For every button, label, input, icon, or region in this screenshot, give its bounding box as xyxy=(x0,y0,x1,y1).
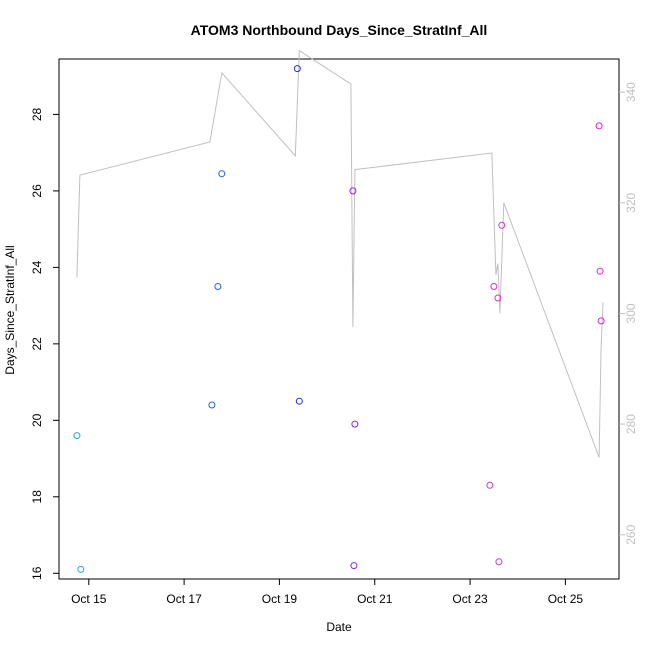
y2-tick-label: 340 xyxy=(624,82,638,102)
data-point xyxy=(495,558,503,566)
x-axis-label: Date xyxy=(326,620,352,634)
y2-tick-label: 300 xyxy=(624,303,638,323)
data-point xyxy=(350,562,358,570)
y-tick-label: 16 xyxy=(30,566,44,580)
data-point xyxy=(293,65,301,73)
data-point xyxy=(490,283,498,290)
y-tick-label: 26 xyxy=(30,184,44,198)
x-tick-label: Oct 21 xyxy=(357,592,393,606)
y-tick-label: 18 xyxy=(30,490,44,504)
data-point xyxy=(595,122,603,130)
y-axis-left: 16 18 20 22 24 26 28 xyxy=(30,107,59,580)
y2-tick-label: 280 xyxy=(624,414,638,434)
y-tick-label: 22 xyxy=(30,337,44,351)
data-point xyxy=(214,283,222,290)
series-line xyxy=(76,49,604,458)
data-point xyxy=(597,317,605,325)
x-tick-label: Oct 25 xyxy=(548,592,584,606)
data-point xyxy=(295,397,303,405)
x-tick-label: Oct 19 xyxy=(262,592,298,606)
x-tick-label: Oct 15 xyxy=(71,592,107,606)
y-tick-label: 20 xyxy=(30,413,44,427)
y-axis-right: 260 280 300 320 340 xyxy=(619,82,638,545)
data-point xyxy=(486,481,494,489)
data-point xyxy=(73,432,81,440)
data-point xyxy=(596,267,604,275)
data-point xyxy=(208,401,216,409)
points-layer xyxy=(73,65,605,573)
plot-frame xyxy=(58,58,620,580)
data-point xyxy=(498,221,506,229)
x-axis: Oct 15 Oct 17 Oct 19 Oct 21 Oct 23 Oct 25 xyxy=(71,579,583,606)
data-point xyxy=(349,187,357,195)
y2-tick-label: 260 xyxy=(624,524,638,544)
data-point xyxy=(218,170,226,178)
y-axis-label: Days_Since_StratInf_All xyxy=(3,245,17,374)
data-point xyxy=(77,565,85,573)
y2-tick-label: 320 xyxy=(624,192,638,212)
data-point xyxy=(351,420,359,428)
chart-title: ATOM3 Northbound Days_Since_StratInf_All xyxy=(191,22,488,38)
line-series-layer xyxy=(76,49,604,458)
data-point xyxy=(494,294,502,302)
y-tick-label: 28 xyxy=(30,107,44,121)
y-tick-label: 24 xyxy=(30,260,44,274)
x-tick-label: Oct 17 xyxy=(166,592,202,606)
x-tick-label: Oct 23 xyxy=(452,592,488,606)
